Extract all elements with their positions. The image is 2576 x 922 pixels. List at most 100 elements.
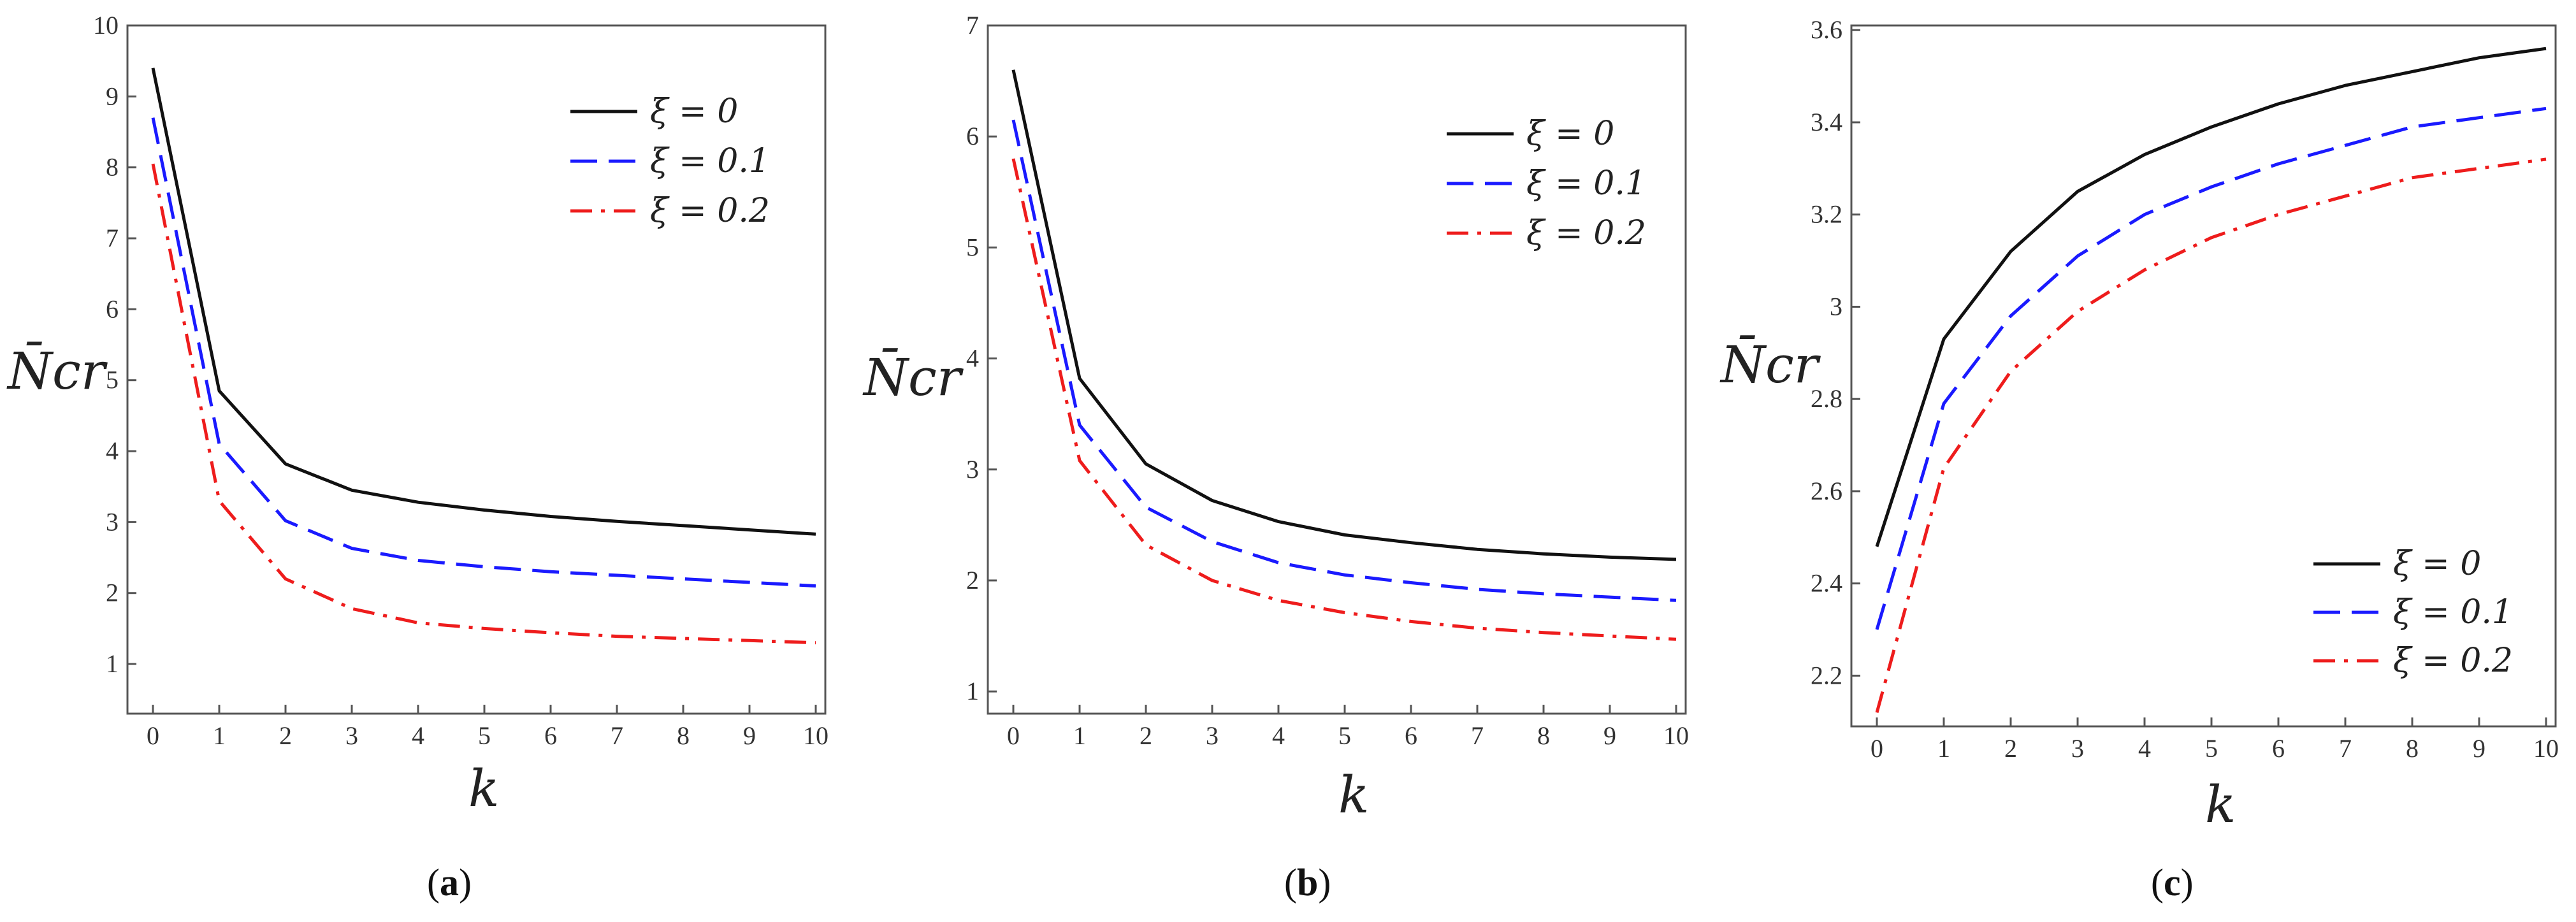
plot-frame xyxy=(987,24,1687,715)
series-line-1 xyxy=(151,68,816,536)
x-tick-label: 7 xyxy=(1471,721,1484,750)
y-tick-label: 4 xyxy=(106,436,119,465)
y-tick-label: 10 xyxy=(93,11,119,40)
x-axis-label: k xyxy=(2205,775,2236,834)
panel-caption: (b) xyxy=(1284,861,1331,904)
y-tick-label: 3 xyxy=(966,455,979,484)
caption-close: ) xyxy=(2181,861,2194,904)
x-tick-label: 3 xyxy=(345,721,358,750)
legend: ξ = 0 ξ = 0.1 ξ = 0.2 xyxy=(570,92,770,230)
caption-label: c xyxy=(2164,861,2181,904)
y-tick-label: 8 xyxy=(106,153,119,182)
y-tick-label: 2 xyxy=(966,566,979,594)
y-tick-label: 9 xyxy=(106,82,119,110)
caption-label: a xyxy=(440,861,459,904)
legend-label-1: ξ = 0 xyxy=(2393,545,2481,583)
panel-caption: (a) xyxy=(427,861,472,904)
caption-close: ) xyxy=(1318,861,1331,904)
y-tick-label: 6 xyxy=(966,122,979,150)
legend-label-3: ξ = 0.2 xyxy=(650,192,770,230)
y-tick-label: 2 xyxy=(106,579,119,607)
y-tick-label: 5 xyxy=(966,233,979,261)
legend-label-3: ξ = 0.2 xyxy=(1526,214,1646,252)
plot-frame xyxy=(126,24,827,715)
x-tick-label: 5 xyxy=(1338,721,1351,750)
y-tick-label: 2.6 xyxy=(1811,477,1842,505)
chart-panel-c: 2.22.42.62.833.23.43.60 1 2 3 4 5 6 7 8 9 10ξ = 0ξ… xyxy=(1719,15,2559,904)
y-tick-label: 1 xyxy=(106,649,119,678)
plot-frame xyxy=(1850,24,2557,728)
series-line-3 xyxy=(151,163,816,645)
y-tick-label: 3.2 xyxy=(1811,200,1842,229)
x-tick-label: 6 xyxy=(1405,721,1417,750)
y-tick-label: 2.8 xyxy=(1811,384,1842,413)
x-tick-label: 7 xyxy=(2339,734,2352,763)
caption-label: b xyxy=(1297,861,1318,904)
y-tick-label: 2.4 xyxy=(1811,569,1842,598)
y-axis-label: N̄cr xyxy=(862,347,964,407)
legend-label-1: ξ = 0 xyxy=(650,92,738,131)
series-line-2 xyxy=(151,117,816,588)
legend: ξ = 0 ξ = 0.1 ξ = 0.2 xyxy=(1447,115,1646,252)
y-tick-label: 3.4 xyxy=(1811,108,1842,136)
caption-close: ) xyxy=(459,861,472,904)
series-line-1 xyxy=(1011,69,1677,561)
x-tick-label: 4 xyxy=(2138,734,2151,763)
legend: ξ = 0 ξ = 0.1 ξ = 0.2 xyxy=(2313,545,2513,680)
panel-caption: (c) xyxy=(2151,861,2194,904)
caption-open: ( xyxy=(1284,861,1297,904)
x-tick-label: 0 xyxy=(1007,721,1020,750)
caption-open: ( xyxy=(2151,861,2164,904)
series-line-2 xyxy=(1011,119,1677,602)
y-tick-label: 2.2 xyxy=(1811,661,1842,689)
x-tick-label: 10 xyxy=(2533,734,2559,763)
y-tick-label: 6 xyxy=(106,294,119,323)
y-tick-label: 7 xyxy=(106,224,119,252)
series-line-1 xyxy=(1875,47,2547,547)
x-tick-label: 0 xyxy=(147,721,159,750)
x-tick-label: 0 xyxy=(1870,734,1883,763)
x-tick-label: 4 xyxy=(1272,721,1285,750)
y-tick-label: 3 xyxy=(1830,292,1842,321)
x-tick-label: 5 xyxy=(478,721,491,750)
series-line-2 xyxy=(1875,106,2547,630)
x-tick-label: 7 xyxy=(611,721,623,750)
y-tick-label: 7 xyxy=(966,11,979,40)
legend-label-2: ξ = 0.1 xyxy=(1526,164,1646,203)
x-tick-label: 2 xyxy=(279,721,292,750)
x-tick-label: 6 xyxy=(2272,734,2285,763)
y-tick-label: 3.6 xyxy=(1811,15,1842,44)
x-tick-label: 2 xyxy=(2004,734,2017,763)
x-tick-label: 3 xyxy=(2071,734,2084,763)
y-tick-label: 3 xyxy=(106,507,119,536)
legend-label-2: ξ = 0.1 xyxy=(650,142,770,180)
legend-label-2: ξ = 0.1 xyxy=(2393,593,2513,631)
y-axis-label: N̄cr xyxy=(6,341,108,401)
series-line-3 xyxy=(1875,157,2547,713)
x-tick-label: 1 xyxy=(1073,721,1086,750)
x-tick-label: 10 xyxy=(803,721,829,750)
x-axis-label: k xyxy=(1338,765,1369,825)
x-tick-label: 8 xyxy=(677,721,690,750)
x-tick-label: 9 xyxy=(2473,734,2486,763)
legend-label-1: ξ = 0 xyxy=(1526,115,1614,153)
x-tick-label: 8 xyxy=(2406,734,2419,763)
y-axis-label: N̄cr xyxy=(1719,335,1821,394)
x-tick-label: 9 xyxy=(743,721,756,750)
x-tick-label: 2 xyxy=(1140,721,1152,750)
y-tick-label: 5 xyxy=(106,366,119,394)
legend-label-3: ξ = 0.2 xyxy=(2393,642,2513,680)
x-tick-label: 10 xyxy=(1663,721,1689,750)
x-tick-label: 5 xyxy=(2205,734,2218,763)
x-tick-label: 1 xyxy=(213,721,226,750)
caption-open: ( xyxy=(427,861,440,904)
x-tick-label: 6 xyxy=(544,721,557,750)
y-tick-label: 1 xyxy=(966,677,979,705)
x-tick-label: 8 xyxy=(1537,721,1550,750)
x-axis-label: k xyxy=(468,759,499,818)
x-tick-label: 9 xyxy=(1603,721,1616,750)
x-tick-label: 4 xyxy=(412,721,424,750)
